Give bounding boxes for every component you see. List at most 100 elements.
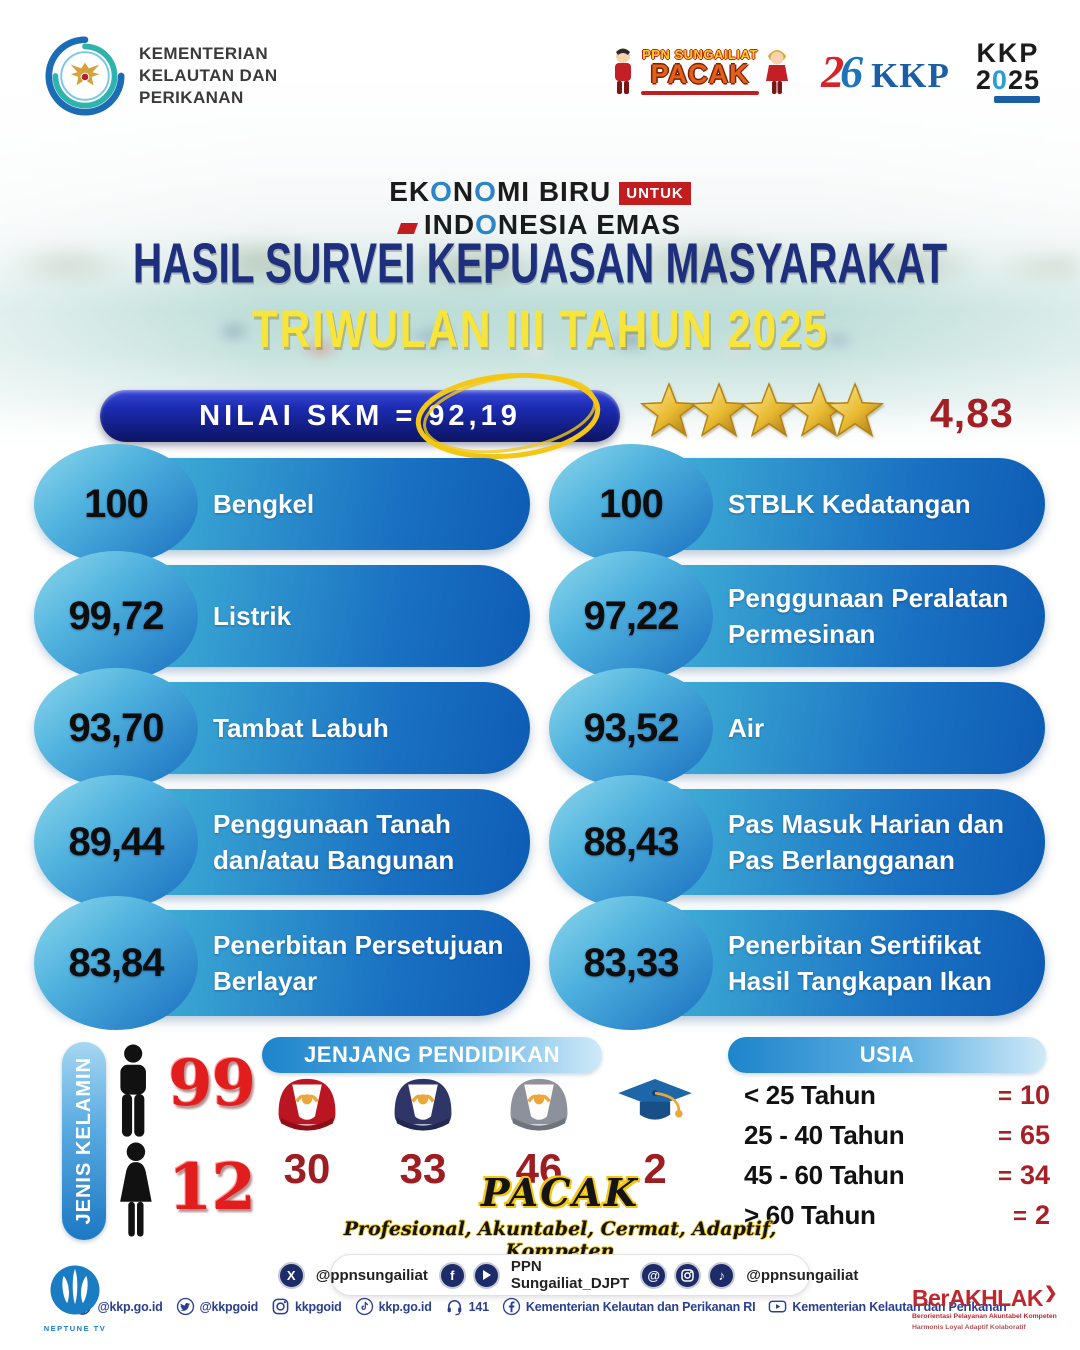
star-icon — [739, 381, 799, 437]
kkp26-digit-6: 6 — [840, 46, 864, 97]
score-card: 93,70 Tambat Labuh — [34, 668, 530, 788]
score-badge: 93,70 — [34, 668, 198, 788]
footer-label: @kkp.go.id — [97, 1299, 163, 1314]
kkp2025-zero: 0 — [991, 65, 1008, 95]
pacak-logo-top-text: PPN SUNGAILIAT — [642, 47, 758, 63]
equals-sign: = — [997, 1083, 1012, 1110]
age-header-label: USIA — [859, 1042, 915, 1067]
ministry-name-line2: KELAUTAN DAN — [139, 65, 278, 85]
score-card: 89,44 Penggunaan Tanah dan/atau Bangunan — [34, 775, 530, 909]
male-person-icon — [120, 1044, 146, 1137]
age-row: < 25 Tahun = 10 — [744, 1080, 1050, 1120]
gender-section-header: JENIS KELAMIN — [62, 1042, 106, 1240]
facebook-icon: f — [438, 1261, 466, 1289]
youtube-icon — [472, 1261, 500, 1289]
footer-item: kkpgoid — [271, 1297, 342, 1316]
score-label: Penerbitan Persetujuan Berlayar — [213, 929, 504, 996]
kkp2025-line1: KKP — [976, 38, 1040, 68]
tiktok-icon — [355, 1297, 373, 1316]
youtube-icon — [769, 1300, 787, 1313]
title-line2: TRIWULAN III TAHUN 2025 — [251, 299, 829, 359]
footer-label: @kkpgoid — [199, 1299, 259, 1314]
education-count: 30 — [283, 1145, 331, 1192]
footer-item: @kkpgoid — [176, 1297, 259, 1316]
footer-item: Kementerian Kelautan dan Perikanan — [768, 1297, 1007, 1316]
age-value: 10 — [1019, 1080, 1050, 1110]
score-card: 99,72 Listrik — [34, 551, 530, 681]
kkp2025-digits: 25 — [1007, 65, 1040, 95]
age-value: 34 — [1019, 1160, 1050, 1190]
age-row: 25 - 40 Tahun = 65 — [744, 1120, 1050, 1160]
score-label: Tambat Labuh — [213, 712, 389, 743]
score-value: 88,43 — [583, 820, 679, 864]
skm-equals: = — [395, 399, 417, 432]
mortarboard-icon — [618, 1079, 692, 1120]
score-card: 93,52 Air — [549, 668, 1045, 788]
ministry-name-line1: KEMENTERIAN — [139, 43, 269, 63]
footer-item: kkp.go.id — [355, 1297, 432, 1316]
age-label: 45 - 60 Tahun — [744, 1160, 905, 1190]
neptune-tv-label: NEPTUNE TV — [43, 1324, 107, 1333]
threads-icon: @ — [640, 1261, 668, 1289]
kkp2025-digit: 2 — [975, 65, 992, 95]
social-media-bar: X @ppnsungailiat f PPN Sungailiat_DJPT @… — [277, 1254, 858, 1296]
score-label: STBLK Kedatangan — [728, 488, 971, 519]
kkp-2025-logo: KKP 2025 — [976, 40, 1040, 103]
equals-sign: = — [997, 1123, 1012, 1150]
education-items: 30 33 46 — [255, 1072, 707, 1193]
score-badge: 83,84 — [34, 896, 198, 1030]
rating-value: 4,83 — [930, 390, 1014, 436]
score-badge: 100 — [549, 444, 713, 564]
age-value: 2 — [1034, 1200, 1050, 1230]
berakhlak-line2: Harmonis Loyal Adaptif Kolaboratif — [912, 1323, 1026, 1331]
skm-score-pill: NILAI SKM = 92,19 — [100, 390, 620, 442]
mascot-girl-icon — [766, 49, 789, 94]
ministry-branding: KEMENTERIAN KELAUTAN DAN PERIKANAN — [45, 36, 278, 116]
page-title: HASIL SURVEI KEPUASAN MASYARAKAT — [0, 233, 1080, 296]
education-count: 2 — [643, 1145, 667, 1192]
cap-gray-icon — [510, 1078, 568, 1131]
score-label: Listrik — [213, 600, 292, 631]
score-label: Pas Masuk Harian dan Pas Berlangganan — [728, 808, 1004, 875]
pacak-logo-tagline-strip — [640, 89, 761, 96]
kkp2025-line2: 2025 — [976, 67, 1040, 94]
neptune-tv-logo: NEPTUNE TV — [40, 1262, 110, 1333]
tiktok-icon: ♪ — [708, 1261, 736, 1289]
instagram-icon — [272, 1298, 289, 1315]
kkp26-digit-2: 2 — [821, 46, 845, 97]
ministry-name-line3: PERIKANAN — [139, 88, 244, 108]
kkp26-label: KKP — [871, 56, 950, 95]
skm-label: NILAI SKM — [199, 399, 384, 432]
kkp2025-chip — [994, 96, 1040, 103]
untuk-chip: UNTUK — [619, 182, 691, 205]
age-row: 45 - 60 Tahun = 34 — [744, 1160, 1050, 1200]
facebook-icon — [502, 1297, 521, 1316]
score-card: 97,22 Penggunaan Peralatan Permesinan — [549, 551, 1045, 681]
footer-item: Kementerian Kelautan dan Perikanan RI — [502, 1297, 756, 1316]
age-value: 65 — [1019, 1120, 1050, 1150]
score-value: 89,44 — [68, 820, 164, 864]
score-card: 100 Bengkel — [34, 444, 530, 564]
education-item: 46 — [487, 1072, 591, 1193]
score-value: 97,22 — [583, 594, 679, 638]
footer-label: Kementerian Kelautan dan Perikanan — [792, 1299, 1007, 1314]
gender-header-label: JENIS KELAMIN — [72, 1057, 95, 1225]
x-handle: @ppnsungailiat — [315, 1266, 428, 1284]
pacak-values-block: PACAK Profesional, Akuntabel, Cermat, Ad… — [310, 1170, 810, 1262]
equals-sign: = — [997, 1163, 1012, 1190]
pacak-mascot-logo: PPN SUNGAILIAT PACAK — [605, 46, 795, 98]
berakhlak-arrow-icon: ❯ — [1043, 1285, 1057, 1302]
berakhlak-title: BerAKHLAK — [912, 1285, 1043, 1311]
age-rows: < 25 Tahun = 10 25 - 40 Tahun = 65 45 - 60 T… — [744, 1080, 1050, 1240]
score-badge: 83,33 — [549, 896, 713, 1030]
score-label: Penggunaan Tanah dan/atau Bangunan — [213, 808, 455, 875]
footer-label: kkp.go.id — [378, 1299, 432, 1314]
age-label: < 25 Tahun — [744, 1080, 876, 1110]
berakhlak-line1: Berorientasi Pelayanan Akuntabel Kompete… — [912, 1313, 1057, 1320]
ekonomi-line1: EKONOMI BIRU — [389, 176, 612, 207]
score-value: 99,72 — [68, 594, 164, 638]
footer-label: kkpgoid — [295, 1299, 342, 1314]
score-badge: 97,22 — [549, 551, 713, 681]
score-value: 100 — [84, 482, 149, 526]
